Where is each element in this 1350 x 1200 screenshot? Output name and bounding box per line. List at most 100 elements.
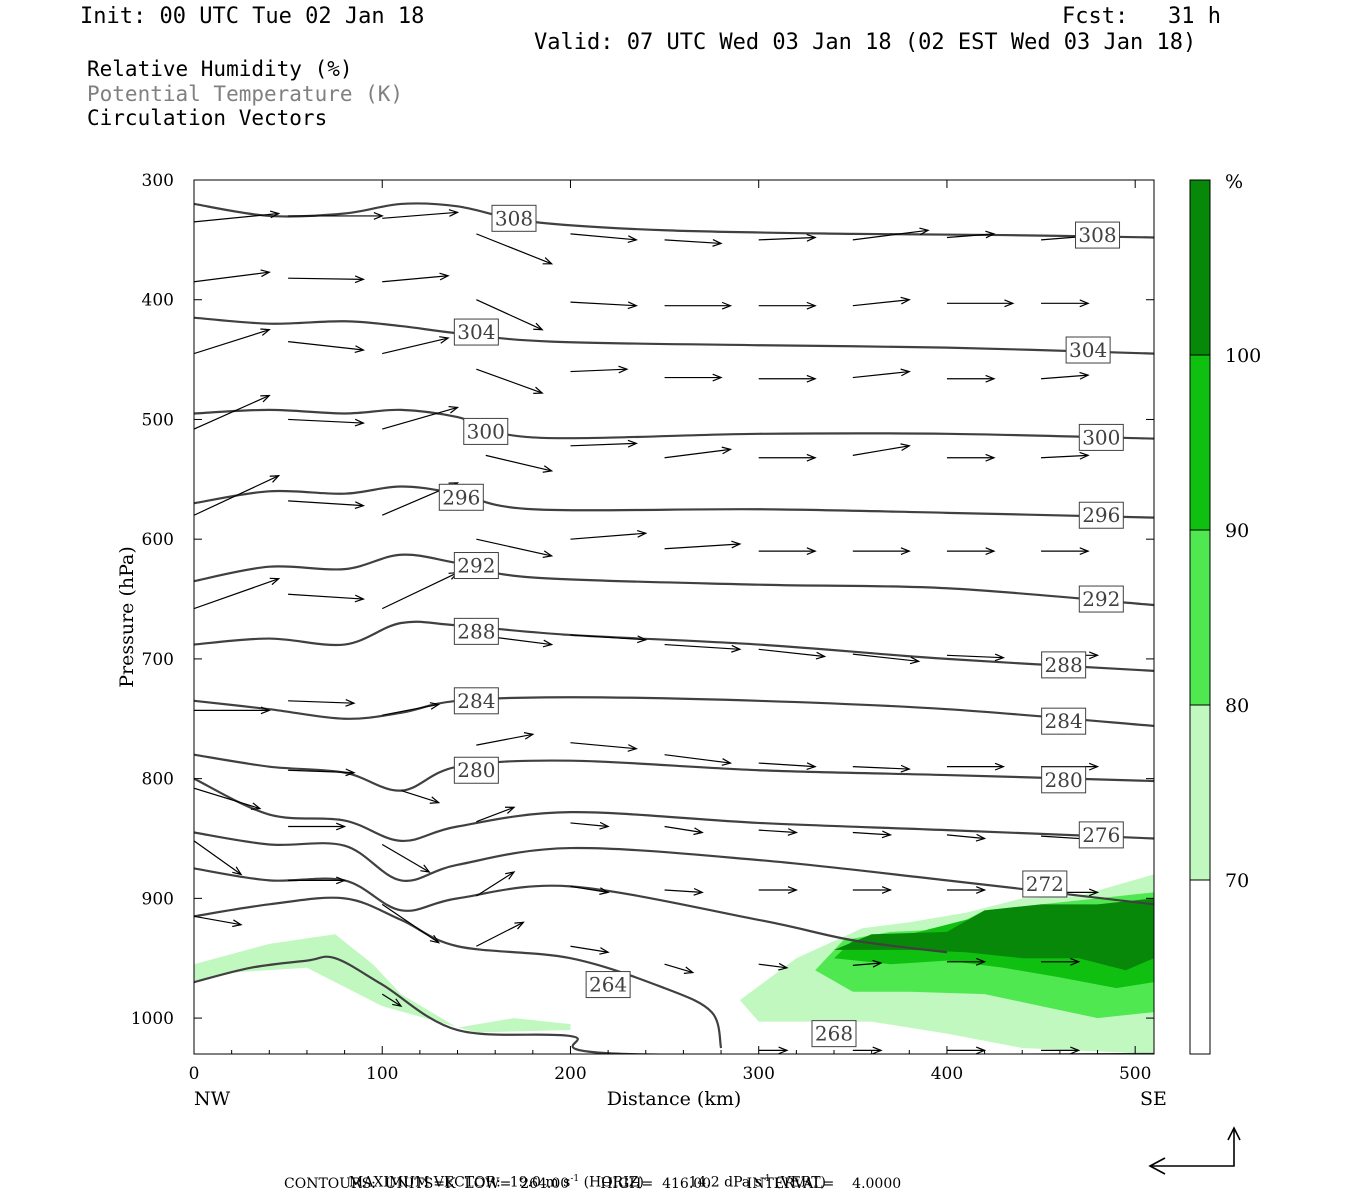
contour-label-284: 284 [1045,709,1083,733]
vector-head [1070,1046,1081,1054]
vector-head [354,594,366,603]
vector-head [693,887,704,896]
contour-label-308: 308 [1078,223,1116,247]
vector-arrow [570,233,638,244]
vector-arrow [1041,957,1081,966]
vector-head [523,732,535,740]
vector-shaft [570,442,637,447]
vector-arrow [476,732,535,746]
vector-shaft [382,703,439,716]
vector-arrow [570,439,638,448]
x-end-left-nw: NW [194,1088,231,1110]
vector-shaft [946,233,995,239]
vector-arrow [288,699,356,707]
vector-shaft [570,945,609,953]
vector-arrow [194,915,243,928]
vector-head [420,864,431,873]
vector-arrow [194,475,281,516]
vector-arrow [194,210,281,223]
y-axis-title: Pressure (hPa) [116,546,138,688]
vector-head [627,301,638,310]
x-tick-label: 200 [554,1064,586,1084]
contour-label-300: 300 [1082,425,1120,449]
vector-arrow [382,272,450,283]
vector-head [909,656,921,665]
contour-label-box [1041,651,1087,679]
vector-arrow [946,957,987,966]
vector-head [232,919,243,928]
colorbar-segment-80 [1190,530,1210,705]
contour-label-288: 288 [1045,653,1083,677]
vector-head [806,453,817,462]
vector-arrow [664,373,723,382]
vector-head [985,374,996,383]
vector-shaft [664,825,703,834]
vector-head [260,269,271,278]
vector-head [637,635,648,644]
contour-label-box [585,971,631,999]
vector-arrow [570,365,629,374]
vector-arrow [1041,547,1090,556]
vector-head [1088,888,1100,897]
vector-shaft [664,963,693,974]
vector-head [336,822,347,831]
vector-shaft [382,211,458,219]
theta-contour-276 [194,777,1154,842]
vector-shaft [194,787,261,810]
y-tick-label: 900 [142,889,174,909]
vector-shaft [194,840,242,875]
max-vector-label: MAXIMUM VECTOR: [348,1174,501,1191]
x-tick-label: 500 [1119,1064,1151,1084]
theta-contour-308 [194,202,1154,239]
vector-shaft [664,543,740,550]
vector-head [260,394,271,403]
vector-head [900,764,911,773]
vector-shaft [476,806,515,823]
vector-head [976,957,987,966]
vector-head [354,418,366,427]
vector-shaft [852,962,882,967]
vector-head [721,758,733,766]
vector-arrow [570,742,638,752]
vector-shaft [852,299,910,307]
vector-head [1079,299,1090,308]
vector-arrow [946,653,1006,662]
vector-arrow [852,227,930,241]
contours-info: CONTOURS: UNITS=K LOW= 264.00 HIGH= 416.… [284,1176,902,1192]
vector-head [345,699,356,707]
contour-label-box [1065,336,1111,364]
vector-shaft [1041,454,1089,459]
vector-arrow [852,1046,883,1054]
vector-arrow [288,418,366,427]
vector-arrow [758,453,817,462]
vector-arrow [194,787,262,810]
vector-arrow [852,296,911,307]
vector-head [1079,547,1090,556]
vector-head [542,550,554,558]
vector-arrow [476,368,544,394]
vector-arrow [476,921,525,947]
vector-head [787,828,798,836]
vector-shaft [852,229,929,241]
vector-arrow [946,299,1015,308]
vector-arrow [381,903,441,944]
vector-arrow [946,1046,987,1054]
vector-head [505,871,516,880]
vector-head [778,1046,789,1054]
vector-shaft [476,368,543,394]
legend-circulation-vectors: Circulation Vectors [87,106,328,130]
vector-arrow [664,301,733,310]
vector-arrow [664,643,742,653]
vector-head [627,235,638,244]
vector-head [919,227,930,236]
colorbar-unit: % [1225,171,1243,193]
init-time: Init: 00 UTC Tue 02 Jan 18 [80,4,425,29]
vector-head [994,762,1006,771]
vector-head [269,210,281,219]
forecast-hour: Fcst: 31 h [1062,4,1221,29]
vector-arrow [382,702,441,716]
vector-arrow [946,762,1006,771]
contour-labels: 308 308 304 304 300 300 296 296 292 292 288 288 284 2… [438,204,1124,1048]
vector-arrow [946,374,996,383]
